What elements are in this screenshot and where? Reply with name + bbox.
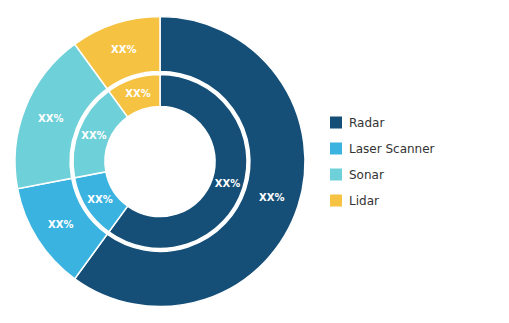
- data-label: XX%: [38, 113, 63, 124]
- legend-label: Sonar: [349, 168, 384, 182]
- data-label: XX%: [87, 194, 112, 205]
- legend-label: Lidar: [349, 194, 379, 208]
- data-label: XX%: [259, 192, 284, 203]
- data-labels: XX% XX% XX% XX% XX% XX% XX% XX%: [38, 44, 284, 230]
- legend-swatch: [330, 117, 342, 129]
- donut-slice: [109, 75, 247, 249]
- legend-swatch: [330, 169, 342, 181]
- data-label: XX%: [125, 88, 150, 99]
- donut-slice: [75, 17, 305, 307]
- data-label: XX%: [111, 44, 136, 55]
- data-label: XX%: [81, 130, 106, 141]
- donut-slice: [75, 172, 128, 232]
- pie-rings: [15, 17, 305, 307]
- legend-label: Laser Scanner: [349, 142, 435, 156]
- legend-swatch: [330, 143, 342, 155]
- legend: Radar Laser Scanner Sonar Lidar: [330, 116, 435, 208]
- chart: XX% XX% XX% XX% XX% XX% XX% XX% Radar Laser Scann…: [0, 0, 509, 323]
- data-label: XX%: [215, 178, 240, 189]
- donut-slice: [109, 75, 160, 117]
- legend-swatch: [330, 195, 342, 207]
- legend-label: Radar: [349, 116, 384, 130]
- data-label: XX%: [48, 219, 73, 230]
